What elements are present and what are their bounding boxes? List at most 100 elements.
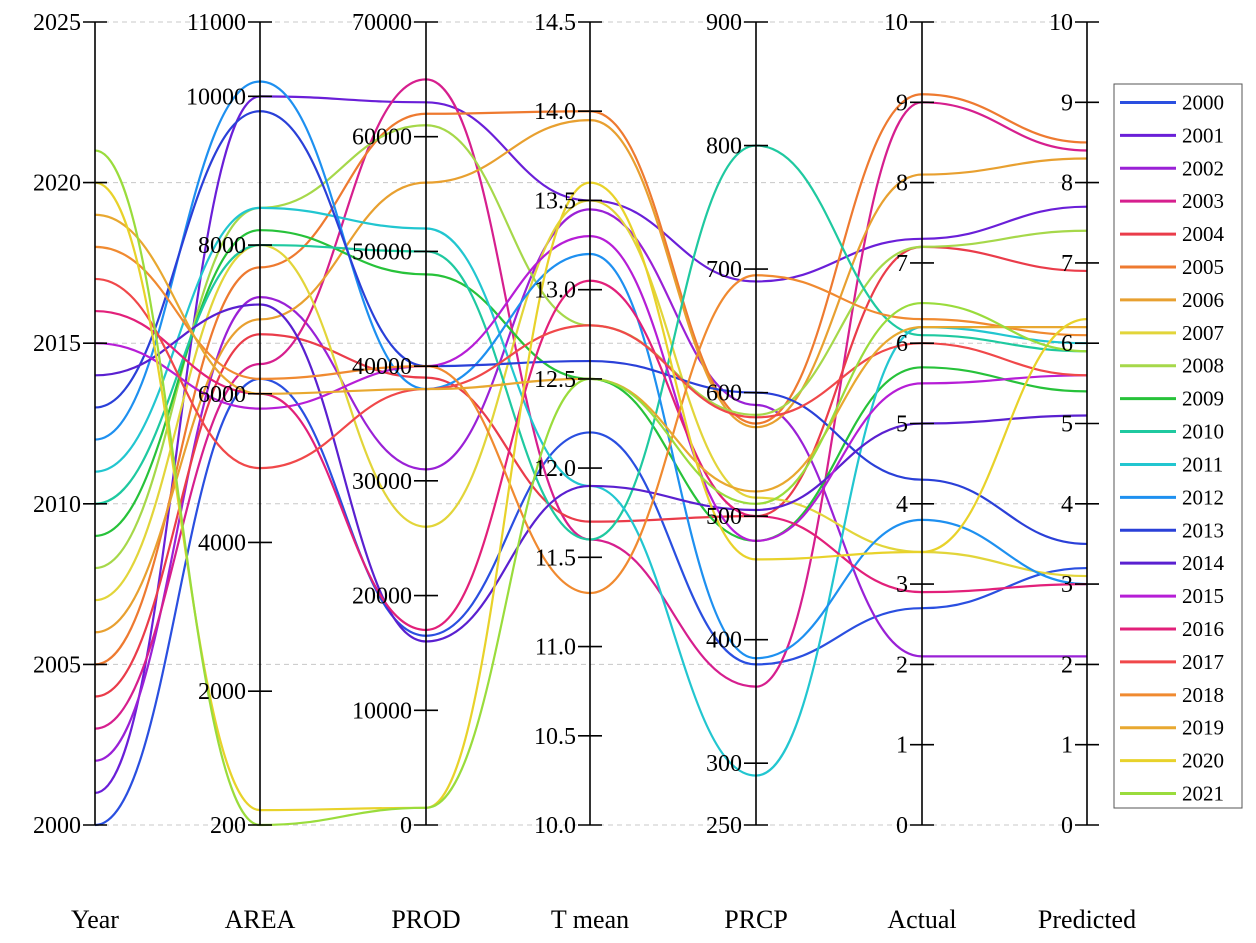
series-line-2004 (94, 245, 1088, 698)
tick-label-prcp-1: 300 (706, 751, 742, 777)
series-line-2008 (94, 124, 1088, 570)
series-line-2017 (94, 277, 1088, 470)
tick-label-prcp-7: 900 (706, 10, 742, 36)
tick-label-area-5: 10000 (186, 84, 246, 110)
tick-label-predicted-7: 7 (1061, 251, 1073, 277)
series-line-2021 (94, 149, 1088, 827)
tick-label-prcp-5: 700 (706, 257, 742, 283)
tick-label-t-mean-6: 13.0 (534, 278, 576, 304)
tick-label-t-mean-0: 10.0 (534, 813, 576, 839)
legend-label-2011: 2011 (1182, 452, 1223, 476)
legend-label-2001: 2001 (1182, 123, 1224, 147)
tick-label-prcp-0: 250 (706, 813, 742, 839)
tick-label-year-1: 2005 (33, 652, 81, 678)
tick-label-actual-2: 2 (896, 652, 908, 678)
tick-label-prod-6: 60000 (352, 125, 412, 151)
tick-label-t-mean-3: 11.5 (535, 545, 576, 571)
tick-label-predicted-0: 0 (1061, 813, 1073, 839)
legend-label-2017: 2017 (1182, 650, 1224, 674)
series-line-2016 (94, 279, 1088, 632)
tick-label-predicted-4: 4 (1061, 492, 1073, 518)
tick-label-area-3: 6000 (198, 382, 246, 408)
legend-label-2007: 2007 (1182, 321, 1224, 345)
tick-label-t-mean-2: 11.0 (535, 635, 576, 661)
legend-label-2015: 2015 (1182, 584, 1224, 608)
tick-label-predicted-3: 3 (1061, 572, 1073, 598)
tick-label-prcp-4: 600 (706, 381, 742, 407)
tick-label-prcp-2: 400 (706, 628, 742, 654)
axes: 200020052010201520202025Year200200040006… (33, 10, 1136, 934)
tick-label-actual-10: 10 (884, 10, 908, 36)
tick-label-area-4: 8000 (198, 233, 246, 259)
tick-label-year-2: 2010 (33, 492, 81, 518)
tick-label-actual-4: 4 (896, 492, 908, 518)
tick-label-t-mean-1: 10.5 (534, 724, 576, 750)
legend-label-2006: 2006 (1182, 288, 1224, 312)
series-line-2005 (94, 93, 1088, 666)
tick-label-prod-5: 50000 (352, 239, 412, 265)
axis-title-year: Year (71, 905, 119, 934)
tick-label-predicted-5: 5 (1061, 412, 1073, 438)
legend-label-2005: 2005 (1182, 255, 1224, 279)
tick-label-predicted-2: 2 (1061, 652, 1073, 678)
series-line-2006 (94, 119, 1088, 634)
legend-label-2020: 2020 (1182, 749, 1224, 773)
legend-label-2019: 2019 (1182, 716, 1224, 740)
tick-label-year-3: 2015 (33, 331, 81, 357)
legend: 2000 2001 2002 2003 2004 2005 2006 2007 2008 2009… (1113, 83, 1243, 809)
series-line-2012 (94, 80, 1088, 660)
tick-label-actual-6: 6 (896, 331, 908, 357)
tick-label-prod-1: 10000 (352, 698, 412, 724)
legend-label-2008: 2008 (1182, 354, 1224, 378)
legend-box (1113, 83, 1243, 809)
legend-label-2018: 2018 (1182, 683, 1224, 707)
tick-label-area-2: 4000 (198, 530, 246, 556)
tick-label-prcp-6: 800 (706, 134, 742, 160)
axis-title-prcp: PRCP (724, 905, 788, 934)
legend-label-2000: 2000 (1182, 90, 1224, 114)
tick-label-year-5: 2025 (33, 10, 81, 36)
axis-title-predicted: Predicted (1038, 905, 1136, 934)
series-line-2003 (94, 78, 1088, 730)
tick-label-actual-9: 9 (896, 90, 908, 116)
legend-label-2002: 2002 (1182, 156, 1224, 180)
legend-label-2016: 2016 (1182, 617, 1224, 641)
tick-label-area-6: 11000 (187, 10, 246, 36)
legend-label-2013: 2013 (1182, 518, 1224, 542)
legend-label-2014: 2014 (1182, 551, 1225, 575)
series-line-2000 (94, 377, 1088, 827)
tick-label-year-0: 2000 (33, 813, 81, 839)
tick-label-t-mean-4: 12.0 (534, 456, 576, 482)
series-line-2014 (94, 303, 1088, 643)
tick-label-t-mean-5: 12.5 (534, 367, 576, 393)
legend-label-2009: 2009 (1182, 387, 1224, 411)
tick-label-actual-8: 8 (896, 171, 908, 197)
tick-label-actual-5: 5 (896, 412, 908, 438)
legend-label-2010: 2010 (1182, 420, 1224, 444)
tick-label-prod-2: 20000 (352, 584, 412, 610)
tick-label-t-mean-9: 14.5 (534, 10, 576, 36)
tick-label-actual-3: 3 (896, 572, 908, 598)
tick-label-predicted-8: 8 (1061, 171, 1073, 197)
series-line-2011 (94, 206, 1088, 777)
series-line-2020 (94, 181, 1088, 812)
series-line-2015 (94, 235, 1088, 542)
tick-label-prod-4: 40000 (352, 354, 412, 380)
tick-label-predicted-10: 10 (1049, 10, 1073, 36)
legend-label-2021: 2021 (1182, 782, 1224, 806)
axis-title-actual: Actual (887, 905, 956, 934)
axis-title-area: AREA (225, 905, 296, 934)
tick-label-year-4: 2020 (33, 171, 81, 197)
legend-label-2012: 2012 (1182, 485, 1224, 509)
tick-label-area-0: 200 (210, 813, 246, 839)
tick-label-area-1: 2000 (198, 679, 246, 705)
tick-label-predicted-1: 1 (1061, 733, 1073, 759)
series-lines (94, 78, 1088, 827)
tick-label-predicted-6: 6 (1061, 331, 1073, 357)
axis-title-t-mean: T mean (551, 905, 629, 934)
tick-label-actual-0: 0 (896, 813, 908, 839)
tick-label-actual-7: 7 (896, 251, 908, 277)
tick-label-predicted-9: 9 (1061, 90, 1073, 116)
legend-label-2004: 2004 (1182, 222, 1225, 246)
